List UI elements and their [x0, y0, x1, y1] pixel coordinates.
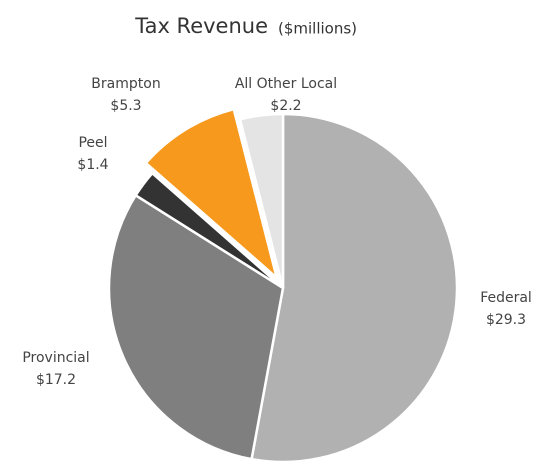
slice-label: Federal: [480, 290, 532, 306]
slice-label: Provincial: [22, 350, 89, 366]
slice-label: All Other Local: [235, 76, 337, 92]
chart-subtitle: ($millions): [278, 20, 357, 38]
pie-slice: [250, 112, 459, 462]
pie-slice: [133, 171, 284, 290]
value-label: $29.3: [486, 312, 526, 328]
value-label: $17.2: [36, 372, 76, 388]
value-label: $5.3: [110, 98, 141, 114]
slice-label: Peel: [78, 135, 107, 151]
value-label: $1.4: [77, 157, 108, 173]
value-label: $2.2: [270, 98, 301, 114]
slice-label: Brampton: [91, 76, 160, 92]
chart-title: Tax Revenue: [134, 14, 268, 38]
pie-slice: [144, 107, 279, 282]
pie-slice: [238, 112, 285, 289]
